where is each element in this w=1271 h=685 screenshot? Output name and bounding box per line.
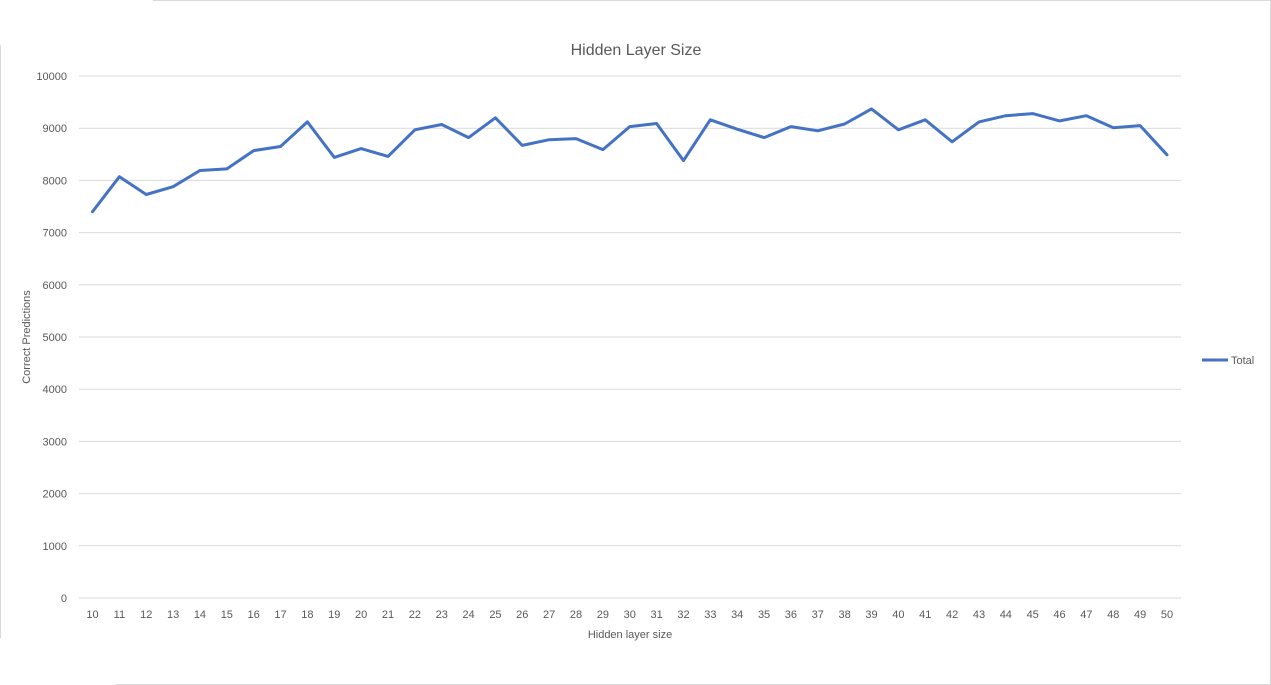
y-tick-label: 4000 — [43, 384, 67, 396]
x-tick-label: 50 — [1161, 609, 1173, 621]
x-tick-label: 34 — [731, 609, 743, 621]
x-tick-label: 18 — [301, 609, 313, 621]
x-tick-label: 26 — [516, 609, 528, 621]
y-tick-label: 2000 — [43, 489, 67, 501]
legend: Total — [1202, 355, 1254, 367]
y-tick-label: 9000 — [43, 123, 67, 135]
legend-label-total: Total — [1231, 355, 1254, 367]
x-tick-label: 39 — [865, 609, 877, 621]
x-tick-label: 21 — [382, 609, 394, 621]
gridlines — [79, 75, 1181, 599]
x-tick-label: 28 — [570, 609, 582, 621]
chart-border-left — [0, 45, 1, 638]
x-tick-label: 42 — [946, 609, 958, 621]
y-tick-label: 7000 — [43, 228, 67, 240]
x-tick-label: 12 — [140, 609, 152, 621]
chart-title: Hidden Layer Size — [571, 42, 702, 59]
x-tick-label: 41 — [919, 609, 931, 621]
x-axis-title: Hidden layer size — [588, 629, 672, 641]
x-tick-label: 19 — [328, 609, 340, 621]
x-tick-label: 32 — [677, 609, 689, 621]
x-tick-label: 10 — [86, 609, 98, 621]
x-tick-label: 22 — [409, 609, 421, 621]
x-tick-label: 31 — [650, 609, 662, 621]
y-tick-label: 1000 — [43, 541, 67, 553]
x-tick-label: 35 — [758, 609, 770, 621]
x-tick-label: 15 — [221, 609, 233, 621]
x-tick-label: 11 — [114, 609, 125, 621]
x-tick-label: 23 — [436, 609, 448, 621]
x-tick-label: 40 — [892, 609, 904, 621]
x-tick-label: 36 — [785, 609, 797, 621]
x-tick-label: 47 — [1080, 609, 1092, 621]
y-tick-label: 3000 — [43, 436, 67, 448]
y-tick-label: 10000 — [36, 71, 67, 83]
x-tick-label: 49 — [1134, 609, 1146, 621]
x-tick-label: 44 — [1000, 609, 1012, 621]
x-tick-label: 37 — [812, 609, 824, 621]
y-axis-title: Correct Predictions — [21, 290, 33, 384]
series-line-total — [91, 107, 1169, 214]
x-tick-label: 27 — [543, 609, 555, 621]
x-tick-label: 13 — [167, 609, 179, 621]
x-tick-label: 14 — [194, 609, 206, 621]
x-tick-label: 30 — [624, 609, 636, 621]
x-tick-label: 45 — [1027, 609, 1039, 621]
x-tick-label: 29 — [597, 609, 609, 621]
x-tick-label: 16 — [248, 609, 260, 621]
x-tick-label: 20 — [355, 609, 367, 621]
x-tick-label: 46 — [1053, 609, 1065, 621]
x-axis-ticks: 10 11 12 13 14 15 16 17 18 19 20 21 22 23 24 25 26 27 28 29… — [86, 609, 1173, 621]
x-tick-label: 33 — [704, 609, 716, 621]
y-axis-ticks: 0 1000 2000 3000 4000 5000 6000 7000 8000 9000 100… — [36, 71, 67, 605]
x-tick-label: 17 — [274, 609, 286, 621]
x-tick-label: 24 — [462, 609, 474, 621]
x-tick-label: 38 — [839, 609, 851, 621]
y-tick-label: 0 — [61, 593, 67, 605]
x-tick-label: 25 — [489, 609, 501, 621]
x-tick-label: 43 — [973, 609, 985, 621]
y-tick-label: 8000 — [43, 175, 67, 187]
x-tick-label: 48 — [1107, 609, 1119, 621]
series-lines — [91, 107, 1169, 214]
y-tick-label: 5000 — [43, 332, 67, 344]
chart-border-top — [153, 0, 1270, 1]
y-tick-label: 6000 — [43, 280, 67, 292]
